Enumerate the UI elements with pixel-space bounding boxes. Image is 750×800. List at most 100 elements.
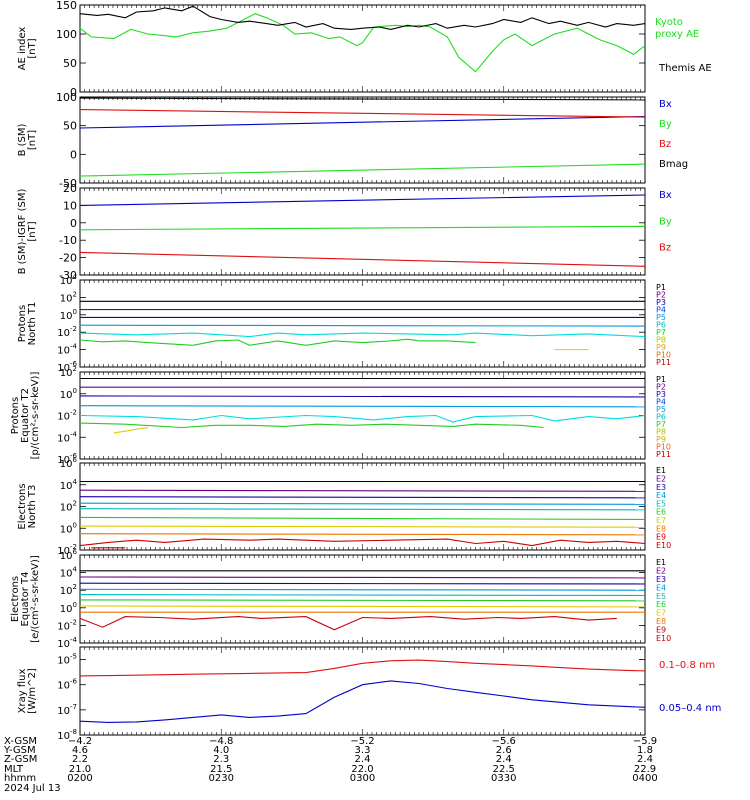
series-line-p6: [79, 422, 544, 429]
y-tick-label: 0: [70, 86, 77, 99]
y-tick-label: 100: [60, 308, 77, 322]
series-line-p5: [79, 332, 646, 338]
legend-entry: E3: [656, 575, 666, 584]
y-tick-exponent: 0: [73, 601, 77, 609]
y-axis-label: B (SM): [17, 123, 28, 156]
series-line-by: [79, 225, 646, 231]
x-tick-label: 4.6: [72, 745, 88, 756]
x-tick-label: −4.8: [209, 736, 233, 747]
panel-frame: [79, 279, 646, 368]
y-tick-label: 100: [56, 91, 77, 104]
y-tick-exponent: -4: [70, 636, 78, 644]
legend-entry: E5: [656, 592, 666, 601]
y-tick-label: 104: [60, 273, 78, 287]
x-tick-label: 0330: [491, 773, 516, 784]
legend-entry: By: [659, 119, 672, 130]
y-tick-exponent: 4: [73, 566, 78, 574]
y-tick-label: 104: [60, 478, 78, 492]
y-axis-label: North T3: [27, 485, 38, 529]
x-tick-label: −5.6: [492, 736, 516, 747]
legend-entry: E6: [656, 600, 666, 609]
legend-entry: E10: [656, 541, 671, 550]
y-tick-label: 10-7: [57, 703, 77, 717]
x-tick-label: 0300: [350, 773, 375, 784]
y-tick-exponent: -4: [70, 430, 78, 438]
series-line-e4: [79, 588, 646, 591]
x-tick-label: 22.9: [634, 764, 656, 775]
y-tick-exponent: -2: [70, 325, 77, 333]
y-tick-label: 10-4: [57, 343, 77, 357]
series-line-e4: [79, 502, 646, 505]
legend-entry: Bx: [659, 99, 672, 110]
legend-entry: P9: [656, 435, 666, 444]
x-tick-label: 2.3: [213, 754, 229, 765]
legend-entry: Bz: [659, 243, 671, 254]
panel-3: -30 -20 -10 0 10 20 B (SM)-IGRF (SM) [nT] Bx By Bz: [17, 182, 672, 282]
x-tick-label: 2.6: [496, 745, 512, 756]
x-tick-label: 2.4: [355, 754, 371, 765]
legend-entry: P9: [656, 343, 666, 352]
x-row-label: X-GSM: [4, 736, 37, 747]
y-tick-exponent: 0: [73, 308, 77, 316]
panel-frame: [79, 371, 646, 460]
x-tick-label: 21.5: [210, 764, 232, 775]
x-tick-label: 2.2: [72, 754, 88, 765]
legend-entry: By: [659, 216, 672, 227]
y-tick-label: 102: [60, 500, 77, 514]
y-tick-exponent: -6: [70, 360, 78, 368]
legend-entry: P10: [656, 443, 671, 452]
legend-entry: E4: [656, 583, 666, 592]
series-line-e5: [79, 594, 646, 597]
legend-entry: P2: [656, 382, 666, 391]
panel-frame: [79, 646, 646, 736]
series-line-e7: [79, 605, 646, 608]
legend-entry: E8: [656, 617, 666, 626]
y-axis-label: Protons: [10, 397, 21, 434]
y-axis-label: Protons: [17, 305, 28, 342]
y-axis-label: Equator T4: [20, 572, 31, 627]
y-axis-label: North T1: [27, 302, 38, 346]
y-tick-exponent: -5: [70, 653, 77, 661]
y-tick-label: 106: [60, 548, 78, 562]
y-tick-exponent: 0: [73, 387, 77, 395]
legend-entry: P6: [656, 321, 666, 330]
y-tick-exponent: 0: [73, 521, 77, 529]
x-tick-label: −5.9: [633, 736, 657, 747]
y-axis-label: [W/m^2]: [27, 668, 38, 714]
y-tick-label: 10: [63, 199, 77, 212]
legend-entry: 0.1–0.8 nm: [659, 660, 715, 671]
y-tick-label: 10-2: [57, 409, 77, 423]
y-tick-label: 0: [70, 148, 77, 161]
x-tick-label: 0200: [67, 773, 92, 784]
series-line-0-1-0-8-nm: [79, 659, 646, 677]
panel-2: -50 0 50 100 B (SM) [nT] Bx By Bz Bmag: [17, 91, 688, 190]
legend-entry: E1: [656, 466, 666, 475]
series-line-e7: [79, 525, 646, 528]
y-tick-label: 20: [63, 182, 77, 195]
x-tick-label: −4.2: [68, 736, 92, 747]
panel-frame: [79, 4, 646, 93]
series-line-kyoto-proxy-ae: [79, 13, 646, 73]
y-tick-label: -10: [59, 234, 77, 247]
y-tick-exponent: -2: [70, 618, 77, 626]
y-tick-exponent: 2: [73, 500, 77, 508]
series-line-p6: [79, 338, 476, 346]
legend-entry: E2: [656, 567, 666, 576]
y-tick-label: 50: [63, 120, 77, 133]
y-axis-label: [e/(cm²-s-sr-keV)]: [30, 555, 41, 643]
legend-entry: E6: [656, 508, 666, 517]
legend-entry: P1: [656, 283, 666, 292]
y-tick-label: 0: [70, 217, 77, 230]
legend-entry: E7: [656, 516, 666, 525]
legend-entry: P11: [656, 358, 671, 367]
x-tick-label: 0230: [209, 773, 234, 784]
y-tick-label: 100: [60, 521, 77, 535]
y-tick-exponent: 6: [73, 456, 78, 464]
legend-entry: E1: [656, 558, 666, 567]
x-tick-label: 2.4: [496, 754, 512, 765]
